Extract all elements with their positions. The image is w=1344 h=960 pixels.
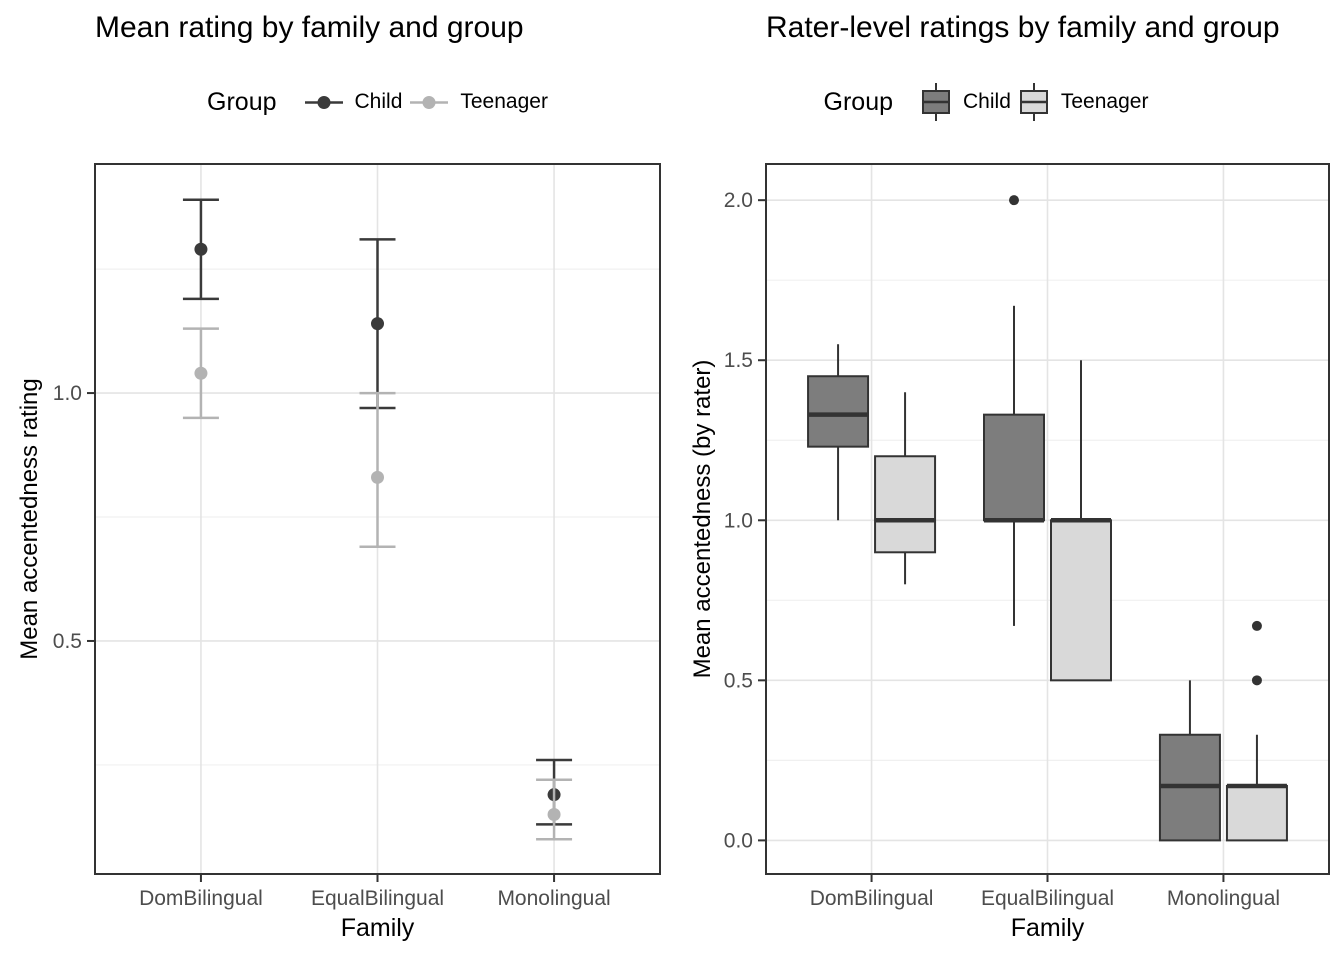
child-boxplot-key-icon [921, 83, 951, 121]
left-legend-label-teenager: Teenager [460, 90, 548, 113]
svg-text:1.0: 1.0 [724, 509, 753, 532]
teenager-pointrange-key-icon [410, 94, 449, 111]
right-y-axis-title: Mean accentedness (by rater) [689, 359, 716, 679]
svg-text:2.0: 2.0 [724, 189, 753, 212]
left-chart-title: Mean rating by family and group [95, 11, 524, 44]
right-legend-label-child: Child [963, 90, 1011, 113]
right-legend-title: Group [823, 87, 894, 116]
child-pointrange-key-icon [304, 94, 343, 111]
svg-text:DomBilingual: DomBilingual [139, 887, 263, 910]
right-x-axis-title: Family [1010, 914, 1085, 942]
svg-text:0.0: 0.0 [724, 829, 753, 852]
left-x-axis-title: Family [340, 914, 415, 942]
right-chart-legend: Group Child Teenager [704, 83, 1268, 121]
svg-text:Monolingual: Monolingual [497, 887, 610, 910]
svg-text:EqualBilingual: EqualBilingual [981, 887, 1114, 910]
svg-text:0.5: 0.5 [724, 669, 753, 692]
right-chart-title: Rater-level ratings by family and group [766, 11, 1280, 44]
left-chart-legend: Group Child Teenager [95, 83, 660, 121]
svg-text:DomBilingual: DomBilingual [810, 887, 934, 910]
left-legend-label-child: Child [354, 90, 403, 113]
right-legend-label-teenager: Teenager [1060, 90, 1149, 113]
svg-text:EqualBilingual: EqualBilingual [311, 887, 444, 910]
svg-text:Monolingual: Monolingual [1167, 887, 1280, 910]
mean-rating-chart-panel: 0.5 1.0 DomBilingual EqualBilingual Monoling… [53, 163, 661, 910]
svg-text:1.5: 1.5 [724, 349, 753, 372]
teenager-boxplot-key-icon [1019, 83, 1049, 121]
left-legend-title: Group [207, 87, 277, 116]
rater-level-chart-panel: 0.0 0.5 1.0 1.5 2.0 DomBilingual EqualBilingua… [724, 163, 1330, 910]
svg-text:1.0: 1.0 [53, 382, 82, 405]
left-y-axis-title: Mean accentedness rating [16, 378, 43, 660]
svg-text:0.5: 0.5 [53, 630, 82, 653]
